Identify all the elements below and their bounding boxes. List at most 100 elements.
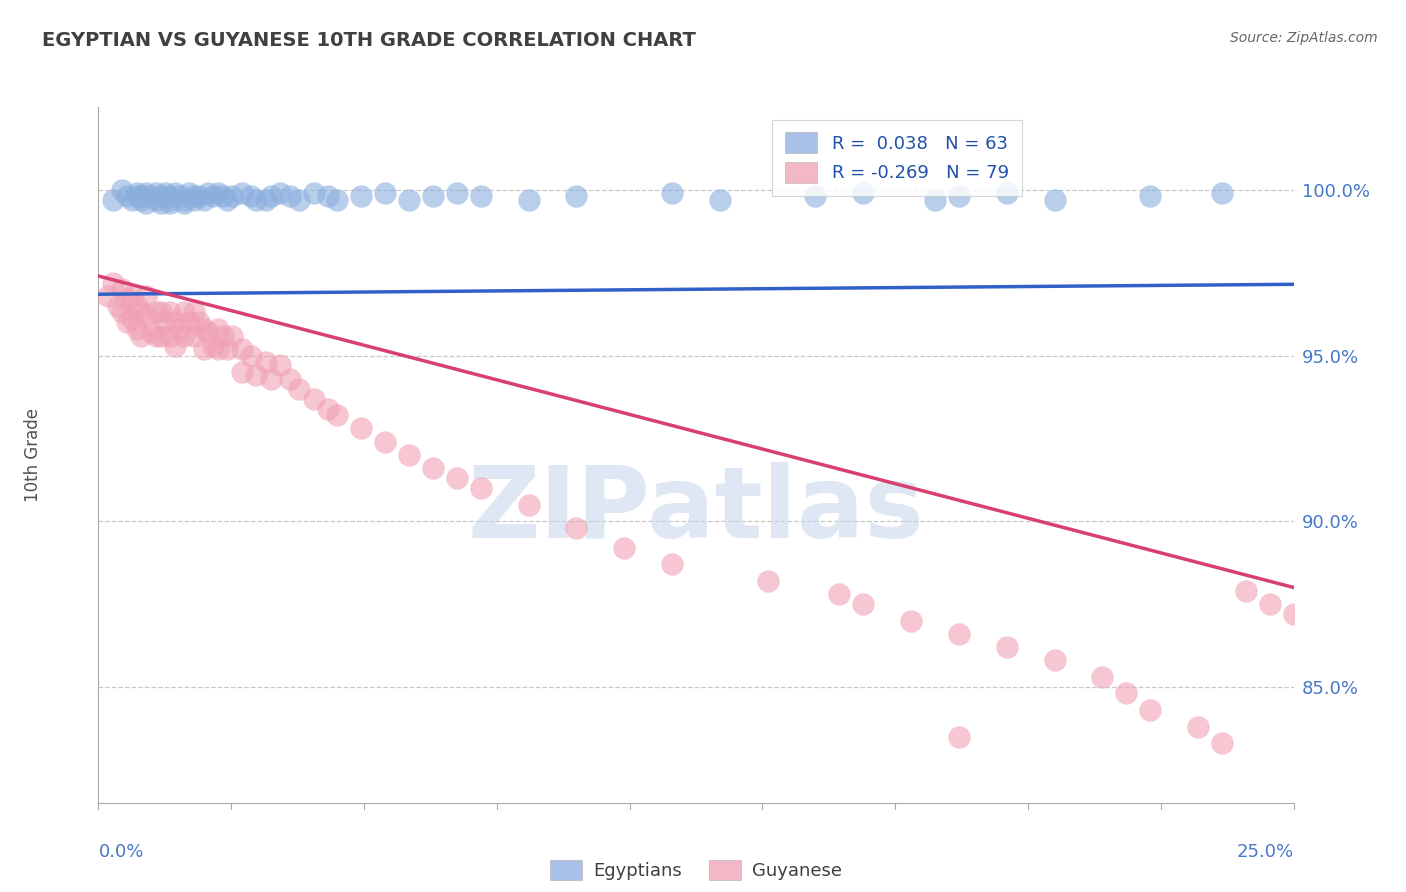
- Point: [211, 328, 233, 343]
- Point: [316, 189, 339, 203]
- Point: [121, 193, 143, 207]
- Point: [1234, 583, 1257, 598]
- Point: [231, 186, 253, 201]
- Point: [173, 196, 195, 211]
- Point: [131, 193, 153, 207]
- Point: [398, 193, 420, 207]
- Legend: Egyptians, Guyanese: Egyptians, Guyanese: [543, 853, 849, 888]
- Point: [111, 282, 134, 296]
- Point: [1139, 703, 1161, 717]
- Point: [135, 196, 157, 211]
- Text: Source: ZipAtlas.com: Source: ZipAtlas.com: [1230, 31, 1378, 45]
- Point: [179, 186, 201, 201]
- Point: [155, 315, 177, 329]
- Point: [1091, 670, 1114, 684]
- Point: [115, 292, 138, 306]
- Point: [1043, 193, 1066, 207]
- Point: [259, 372, 281, 386]
- Point: [163, 315, 186, 329]
- Point: [613, 541, 636, 555]
- Point: [135, 289, 157, 303]
- Point: [995, 640, 1018, 654]
- Point: [107, 299, 129, 313]
- Point: [422, 189, 444, 203]
- Point: [302, 392, 325, 406]
- Point: [131, 189, 153, 203]
- Point: [187, 189, 209, 203]
- Point: [231, 365, 253, 379]
- Point: [163, 186, 186, 201]
- Text: 0.0%: 0.0%: [98, 843, 143, 861]
- Point: [269, 186, 291, 201]
- Point: [709, 193, 731, 207]
- Point: [115, 315, 138, 329]
- Point: [288, 382, 311, 396]
- Point: [149, 189, 172, 203]
- Point: [125, 186, 148, 201]
- Point: [207, 186, 229, 201]
- Point: [183, 193, 205, 207]
- Point: [422, 461, 444, 475]
- Point: [517, 498, 540, 512]
- Point: [446, 471, 468, 485]
- Point: [111, 305, 134, 319]
- Point: [149, 196, 172, 211]
- Point: [125, 322, 148, 336]
- Point: [259, 189, 281, 203]
- Point: [1043, 653, 1066, 667]
- Point: [159, 193, 181, 207]
- Text: ZIPatlas: ZIPatlas: [468, 462, 924, 559]
- Point: [145, 328, 167, 343]
- Point: [374, 434, 396, 449]
- Point: [240, 189, 263, 203]
- Point: [661, 558, 683, 572]
- Point: [145, 305, 167, 319]
- Point: [121, 312, 143, 326]
- Point: [446, 186, 468, 201]
- Point: [193, 193, 215, 207]
- Point: [111, 183, 134, 197]
- Point: [125, 299, 148, 313]
- Point: [517, 193, 540, 207]
- Point: [135, 189, 157, 203]
- Point: [470, 481, 492, 495]
- Point: [245, 193, 267, 207]
- Point: [924, 193, 946, 207]
- Point: [254, 193, 277, 207]
- Point: [217, 193, 239, 207]
- Point: [756, 574, 779, 588]
- Point: [1211, 736, 1233, 750]
- Point: [173, 305, 195, 319]
- Point: [217, 342, 239, 356]
- Point: [565, 189, 588, 203]
- Point: [948, 627, 970, 641]
- Point: [193, 342, 215, 356]
- Point: [101, 276, 124, 290]
- Point: [1211, 186, 1233, 201]
- Point: [159, 196, 181, 211]
- Point: [278, 189, 301, 203]
- Point: [202, 189, 225, 203]
- Point: [135, 186, 157, 201]
- Point: [240, 349, 263, 363]
- Point: [661, 186, 683, 201]
- Point: [159, 328, 181, 343]
- Point: [326, 408, 349, 422]
- Point: [350, 189, 373, 203]
- Point: [169, 189, 191, 203]
- Point: [948, 189, 970, 203]
- Point: [101, 193, 124, 207]
- Point: [149, 305, 172, 319]
- Point: [278, 372, 301, 386]
- Point: [145, 186, 167, 201]
- Point: [221, 189, 243, 203]
- Point: [1115, 686, 1137, 700]
- Point: [187, 315, 209, 329]
- Point: [470, 189, 492, 203]
- Point: [326, 193, 349, 207]
- Point: [398, 448, 420, 462]
- Point: [179, 315, 201, 329]
- Point: [221, 328, 243, 343]
- Point: [149, 328, 172, 343]
- Point: [245, 368, 267, 383]
